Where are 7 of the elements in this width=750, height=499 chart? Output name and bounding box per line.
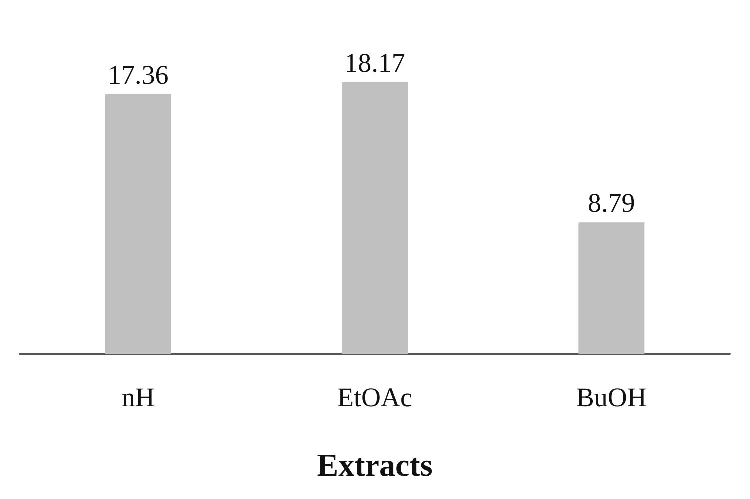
data-label: 8.79 [588, 188, 636, 218]
x-tick-label: BuOH [576, 382, 647, 412]
data-label: 18.17 [344, 48, 406, 78]
x-tick-label: nH [122, 382, 155, 412]
data-label: 17.36 [108, 60, 169, 90]
x-axis-title: Extracts [317, 447, 433, 483]
x-tick-label: EtOAc [338, 382, 412, 412]
